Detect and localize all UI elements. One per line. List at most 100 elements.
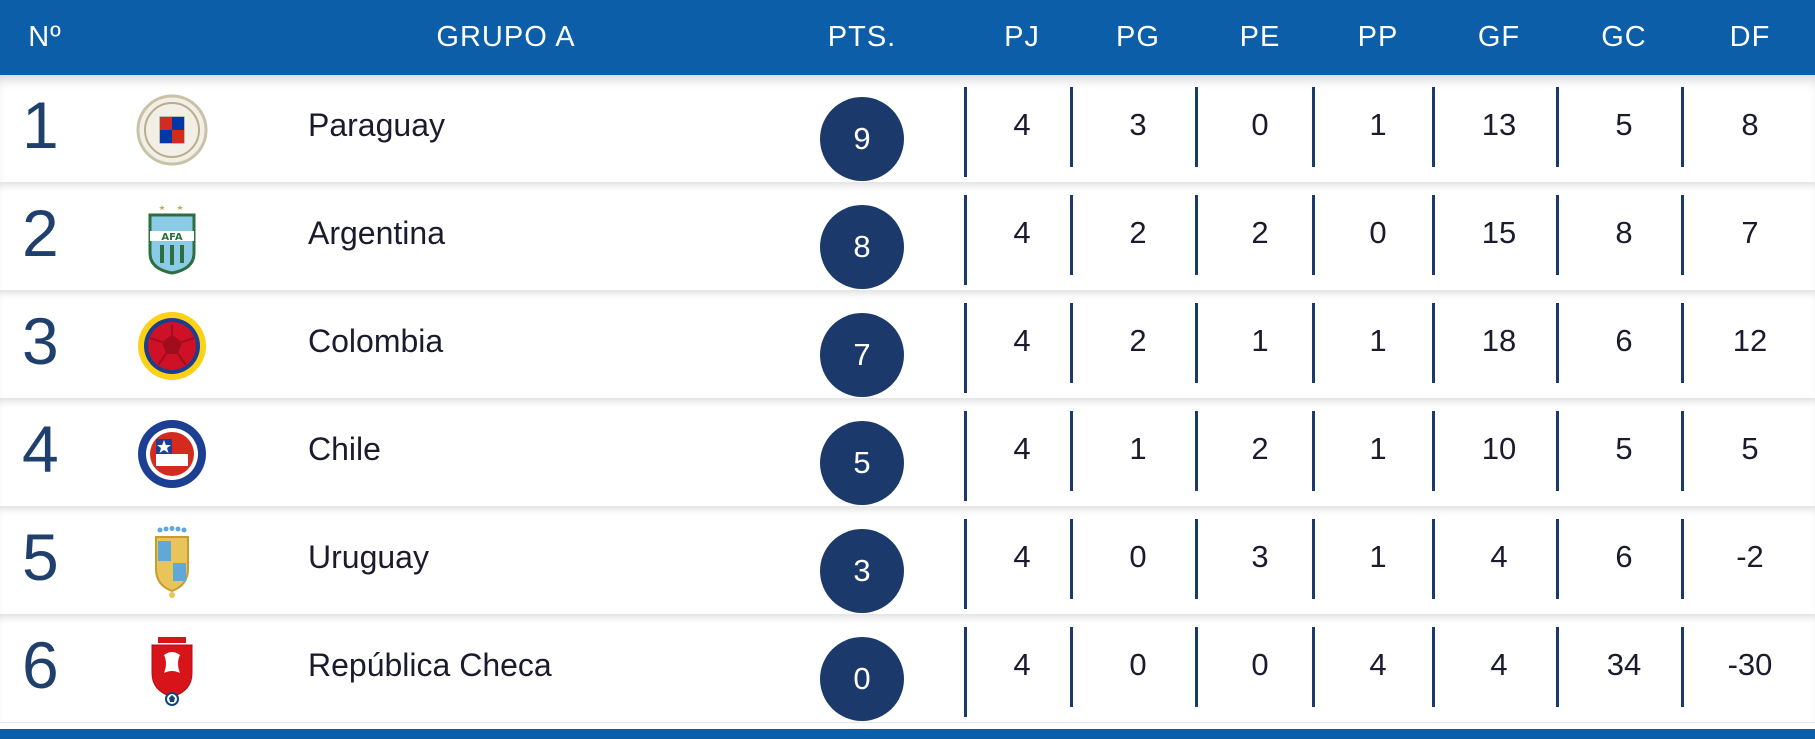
points-badge: 9 (820, 97, 904, 181)
column-divider (1070, 195, 1073, 275)
team-name: Uruguay (308, 539, 429, 575)
team-position: 3 (22, 304, 59, 378)
stat-drawn: 0 (1251, 107, 1269, 142)
chile-crest-icon (136, 417, 208, 491)
column-divider (1070, 411, 1073, 491)
stat-goals-for: 4 (1490, 647, 1508, 682)
column-divider (1556, 87, 1559, 167)
stat-goals-for: 18 (1481, 323, 1517, 358)
stat-goal-difference: 8 (1741, 107, 1759, 142)
stat-won: 1 (1129, 431, 1147, 466)
table-row: 2 AFA Argentina 8 4 2 2 0 15 8 7 (0, 183, 1815, 291)
column-divider (1681, 627, 1684, 707)
column-divider (1312, 627, 1315, 707)
stat-goals-for: 15 (1481, 215, 1517, 250)
column-divider (1556, 195, 1559, 275)
column-divider (1312, 87, 1315, 167)
column-divider (1681, 519, 1684, 599)
column-divider (1681, 411, 1684, 491)
column-divider (1681, 87, 1684, 167)
team-position: 2 (22, 196, 59, 270)
column-divider (1312, 303, 1315, 383)
table-row: 1 Paraguay 9 4 3 0 1 13 5 8 (0, 75, 1815, 183)
stat-goals-against: 34 (1606, 647, 1642, 682)
team-position: 1 (22, 88, 59, 162)
svg-text:AFA: AFA (161, 232, 182, 243)
header-goal-difference: DF (1729, 21, 1771, 53)
paraguay-crest-icon (136, 93, 208, 167)
stat-goals-against: 8 (1615, 215, 1633, 250)
team-name: Chile (308, 431, 381, 467)
header-points: PTS. (827, 21, 897, 53)
table-row: 3 Colombia 7 4 2 1 1 18 6 12 (0, 291, 1815, 399)
footer-bar (0, 729, 1815, 739)
column-divider (1432, 303, 1435, 383)
stat-goals-for: 13 (1481, 107, 1517, 142)
table-header: Nº GRUPO A PTS. PJ PG PE PP GF GC DF (0, 0, 1815, 75)
stat-played: 4 (1013, 647, 1031, 682)
column-divider (1556, 303, 1559, 383)
stat-won: 2 (1129, 323, 1147, 358)
column-divider (1195, 411, 1198, 491)
stat-drawn: 1 (1251, 323, 1269, 358)
stat-goals-against: 5 (1615, 107, 1633, 142)
stat-drawn: 3 (1251, 539, 1269, 574)
team-position: 6 (22, 628, 59, 702)
czech-republic-crest-icon (136, 633, 208, 707)
stat-won: 2 (1129, 215, 1147, 250)
team-position: 5 (22, 520, 59, 594)
stat-lost: 0 (1369, 215, 1387, 250)
column-divider (1070, 519, 1073, 599)
stat-goals-against: 5 (1615, 431, 1633, 466)
column-divider (1556, 411, 1559, 491)
column-divider (1556, 519, 1559, 599)
column-divider (964, 303, 967, 393)
column-divider (1195, 627, 1198, 707)
team-name: Paraguay (308, 107, 445, 143)
points-badge: 8 (820, 205, 904, 289)
table-row: 6 República Checa 0 4 0 0 4 4 34 -30 (0, 615, 1815, 723)
stat-drawn: 0 (1251, 647, 1269, 682)
header-goals-for: GF (1477, 21, 1521, 53)
stat-played: 4 (1013, 107, 1031, 142)
column-divider (964, 519, 967, 609)
stat-drawn: 2 (1251, 431, 1269, 466)
stat-played: 4 (1013, 539, 1031, 574)
column-divider (964, 87, 967, 177)
header-lost: PP (1357, 21, 1399, 53)
header-position: Nº (28, 21, 62, 53)
stat-lost: 4 (1369, 647, 1387, 682)
stat-lost: 1 (1369, 107, 1387, 142)
header-goals-against: GC (1601, 21, 1647, 53)
header-drawn: PE (1239, 21, 1281, 53)
column-divider (1312, 519, 1315, 599)
table-row: 4 Chile 5 4 1 2 1 10 5 5 (0, 399, 1815, 507)
stat-goal-difference: -30 (1727, 647, 1773, 682)
column-divider (1432, 195, 1435, 275)
stat-played: 4 (1013, 323, 1031, 358)
column-divider (964, 627, 967, 717)
column-divider (964, 411, 967, 501)
stat-won: 3 (1129, 107, 1147, 142)
stat-lost: 1 (1369, 323, 1387, 358)
column-divider (1312, 411, 1315, 491)
table-row: 5 Uruguay 3 4 0 3 1 4 6 (0, 507, 1815, 615)
stat-goal-difference: 7 (1741, 215, 1759, 250)
stat-goal-difference: -2 (1736, 539, 1764, 574)
team-position: 4 (22, 412, 59, 486)
stat-lost: 1 (1369, 539, 1387, 574)
column-divider (1556, 627, 1559, 707)
column-divider (1312, 195, 1315, 275)
column-divider (1195, 195, 1198, 275)
header-played: PJ (1004, 21, 1040, 53)
column-divider (964, 195, 967, 285)
stat-won: 0 (1129, 647, 1147, 682)
stat-goals-against: 6 (1615, 323, 1633, 358)
stat-goal-difference: 12 (1732, 323, 1768, 358)
column-divider (1432, 87, 1435, 167)
header-group: GRUPO A (436, 21, 576, 53)
argentina-crest-icon: AFA (136, 201, 208, 275)
column-divider (1195, 519, 1198, 599)
points-badge: 0 (820, 637, 904, 721)
points-badge: 5 (820, 421, 904, 505)
